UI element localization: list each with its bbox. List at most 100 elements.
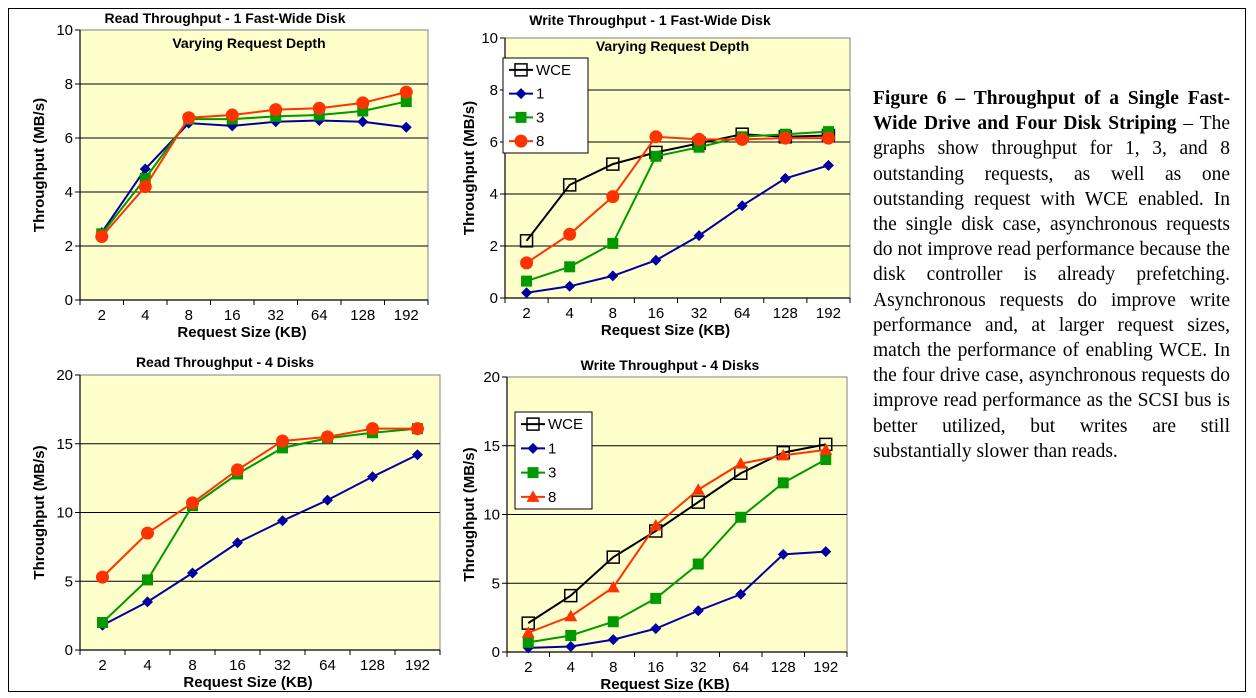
- data-point: [357, 116, 369, 128]
- data-point: [692, 605, 704, 617]
- series-8: [521, 443, 833, 638]
- data-point: [322, 494, 333, 506]
- y-tick-label: 4: [490, 186, 498, 203]
- data-point: [277, 515, 288, 527]
- x-tick-label: 16: [648, 305, 665, 322]
- legend-marker: [514, 134, 528, 148]
- y-tick-label: 5: [65, 573, 73, 590]
- y-tick-label: 8: [490, 82, 498, 99]
- data-point: [691, 495, 705, 509]
- data-point: [187, 567, 198, 579]
- data-point: [692, 132, 706, 146]
- data-point: [649, 519, 663, 531]
- data-point: [693, 230, 705, 242]
- legend-label: 1: [536, 86, 544, 103]
- chart-read-4disks: 0 5 10 15 20 2 4 8 16 32 64 128 192 Read Throughput -…: [31, 354, 441, 691]
- data-point: [142, 596, 153, 608]
- data-point: [411, 422, 424, 436]
- x-tick-label: 2: [524, 659, 532, 676]
- data-point: [563, 227, 577, 241]
- x-tick-label: 2: [522, 305, 530, 322]
- chart-write-4disks: 0 5 10 15 20 2 4 8 16 32 64 128 192 Write Throughput …: [461, 357, 848, 693]
- y-tick-label: 0: [65, 292, 73, 309]
- data-point: [822, 159, 834, 171]
- data-point: [95, 230, 109, 244]
- chart-title: Write Throughput - 4 Disks: [581, 357, 760, 373]
- x-tick-label: 128: [771, 659, 796, 676]
- data-point: [692, 558, 704, 570]
- data-point: [819, 443, 833, 455]
- series-line: [102, 453, 418, 627]
- x-tick-label: 2: [98, 307, 106, 324]
- x-tick-label: 128: [773, 305, 798, 322]
- series-line: [101, 427, 418, 624]
- legend-marker: [514, 63, 528, 77]
- data-point: [564, 280, 576, 292]
- legend-marker: [527, 442, 539, 454]
- x-tick-label: 8: [609, 659, 617, 676]
- legend-marker: [526, 417, 540, 431]
- x-tick-label: 4: [567, 659, 575, 676]
- legend-marker: [527, 467, 539, 479]
- data-point: [276, 434, 289, 448]
- data-point: [138, 180, 152, 194]
- y-tick-label: 20: [56, 367, 73, 384]
- data-point: [564, 609, 578, 622]
- chart-title: Write Throughput - 1 Fast-Wide Disk: [529, 12, 771, 28]
- x-tick-label: 128: [360, 657, 385, 674]
- data-point: [777, 477, 789, 489]
- x-tick-label: 8: [188, 657, 196, 674]
- data-point: [519, 234, 534, 248]
- x-tick-label: 32: [690, 659, 707, 676]
- data-point: [520, 256, 534, 270]
- x-tick-label: 4: [143, 657, 151, 674]
- series-s8_circle: [96, 422, 424, 584]
- x-tick-label: 4: [566, 305, 574, 322]
- series-s1: [97, 449, 423, 631]
- data-point: [820, 454, 832, 465]
- data-point: [356, 96, 370, 110]
- x-axis-label: Request Size (KB): [177, 324, 306, 341]
- data-point: [779, 172, 791, 184]
- x-tick-label: 32: [691, 305, 708, 322]
- data-point: [357, 105, 369, 117]
- x-tick-label: 64: [734, 305, 751, 322]
- data-point: [321, 430, 334, 444]
- data-point: [182, 111, 196, 125]
- data-point: [735, 511, 747, 523]
- x-tick-label: 192: [405, 657, 430, 674]
- data-point: [521, 626, 535, 638]
- y-tick-label: 15: [56, 436, 73, 453]
- data-point: [277, 442, 288, 454]
- data-point: [778, 131, 792, 145]
- data-point: [312, 101, 326, 115]
- data-point: [565, 641, 577, 652]
- data-point: [399, 85, 413, 99]
- x-tick-label: 16: [647, 659, 664, 676]
- y-tick-label: 4: [65, 184, 73, 201]
- caption-text: – The graphs show throughput for 1, 3, a…: [873, 113, 1231, 462]
- x-tick-label: 64: [311, 307, 328, 324]
- legend-label: WCE: [536, 62, 571, 79]
- data-point: [225, 108, 239, 122]
- legend-marker: [526, 490, 540, 502]
- series-line: [100, 91, 407, 238]
- legend: WCE 1 3 8: [514, 411, 593, 510]
- chart-title: Read Throughput - 1 Fast-Wide Disk: [105, 10, 346, 26]
- legend-box: [514, 411, 593, 510]
- legend-label: WCE: [548, 416, 583, 433]
- data-point: [650, 623, 662, 635]
- data-point: [412, 449, 423, 461]
- y-axis-label: Throughput (MB/s): [461, 101, 478, 235]
- data-point: [607, 237, 619, 249]
- y-tick-label: 0: [492, 644, 500, 661]
- y-tick-label: 10: [56, 505, 73, 522]
- series-s8_circle: [95, 85, 413, 244]
- plot-area: [79, 29, 429, 301]
- y-tick-label: 20: [483, 369, 500, 386]
- legend-label: 8: [536, 133, 544, 150]
- data-point: [606, 550, 620, 564]
- data-point: [736, 200, 748, 212]
- data-point: [693, 141, 705, 153]
- data-point: [820, 546, 832, 558]
